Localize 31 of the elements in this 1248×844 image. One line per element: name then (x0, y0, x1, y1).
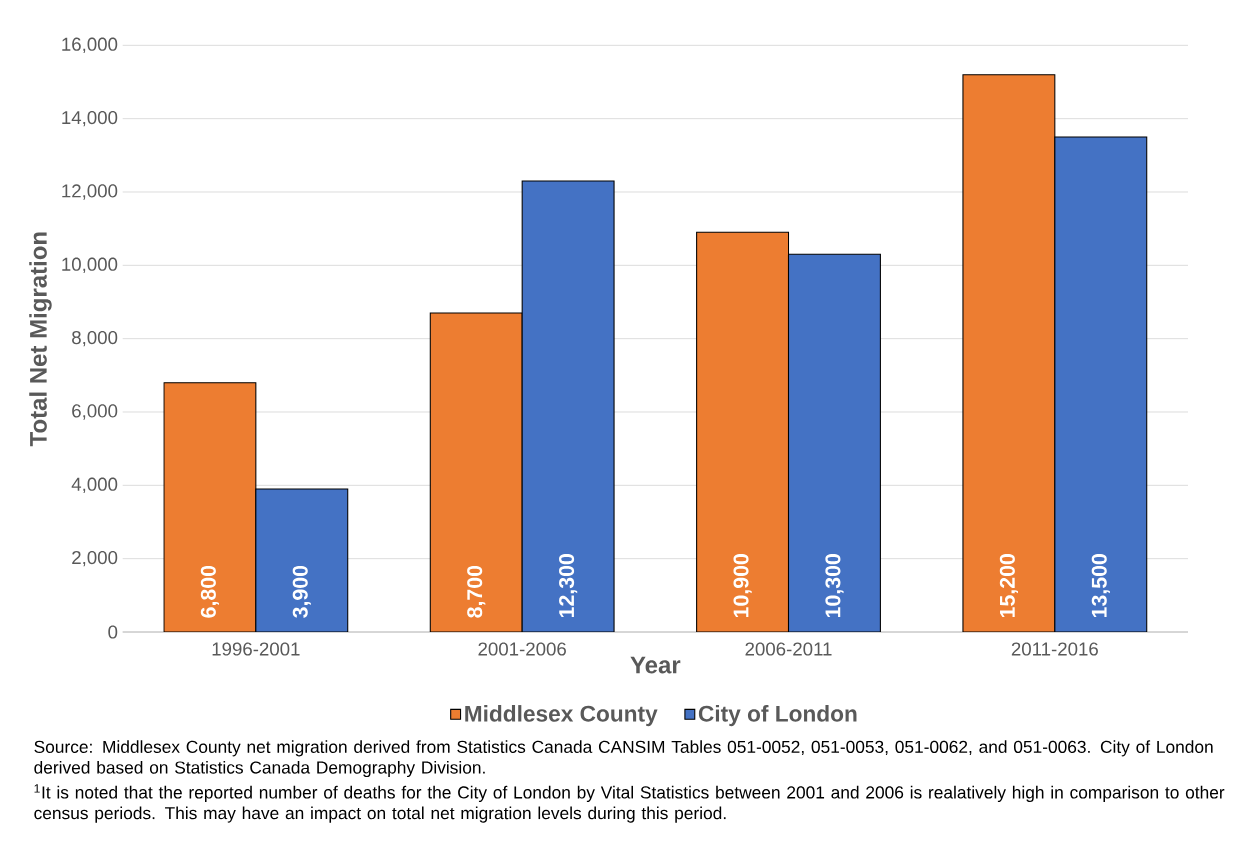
y-tick-label: 12,000 (62, 184, 118, 200)
data-label: 3,900 (292, 565, 311, 618)
bar (1054, 136, 1148, 632)
y-tick-label: 8,000 (72, 330, 118, 347)
y-tick-label: 6,000 (72, 404, 118, 420)
data-label: 10,300 (825, 554, 844, 618)
data-label: 15,200 (999, 554, 1018, 618)
x-tick-label: 2011-2016 (1011, 642, 1098, 656)
data-label: 12,300 (559, 554, 578, 618)
y-tick-label: 4,000 (71, 477, 118, 494)
y-tick-label: 0 (108, 625, 118, 639)
data-label: 6,800 (200, 565, 219, 618)
legend-label: City of London (698, 705, 857, 727)
bar (787, 253, 881, 632)
x-axis-title: Year (630, 656, 681, 674)
data-label: 13,500 (1091, 554, 1110, 618)
source-note: Source: Middlesex County net migration derived from Statistics Canada CANSIM Tables 051-0052, 051-0053, 051-0062, and 051-0063. City of London derived based on Statistics Canada Demography Division. (34, 740, 1213, 778)
y-tick-label: 2,000 (72, 550, 118, 567)
x-tick-label: 1996-2001 (212, 642, 300, 656)
data-label: 8,700 (467, 565, 486, 618)
x-tick-label: 2006-2011 (745, 642, 832, 656)
y-tick-label: 16,000 (62, 37, 118, 54)
y-tick-label: 14,000 (62, 110, 118, 127)
y-tick-label: 10,000 (62, 257, 118, 274)
bar (255, 488, 349, 632)
x-tick-label: 2001-2006 (478, 642, 566, 656)
y-axis-title: Total Net Migration (29, 232, 52, 447)
text: $^{1}$It is noted that the reported number of deaths for the City of London by Vital Statistics between 2001 and 2006 is realatively high in comparison to other census periods. This may have an impact on total net migration levels during this period. (34, 784, 1225, 823)
data-label: 10,900 (733, 554, 752, 618)
bar (521, 180, 615, 632)
legend-label: Middlesex County (465, 705, 658, 727)
